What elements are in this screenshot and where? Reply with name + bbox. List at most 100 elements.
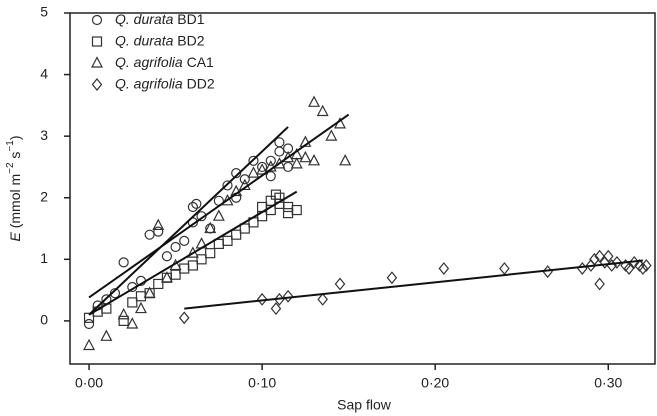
trend-line	[88, 113, 350, 299]
point	[126, 317, 139, 329]
point	[316, 104, 329, 117]
point	[170, 241, 181, 253]
legend-label: Q. agrifolia CA1	[115, 54, 214, 70]
point	[239, 223, 250, 234]
point	[187, 201, 198, 213]
point	[270, 189, 282, 200]
point	[308, 95, 321, 107]
point	[170, 269, 181, 280]
point	[499, 262, 510, 276]
y-axis-label-part: −1	[5, 140, 16, 152]
trend-line	[88, 190, 298, 316]
legend-label: Q. agrifolia DD2	[115, 75, 215, 91]
point	[118, 315, 129, 326]
point	[204, 221, 217, 234]
x-tick-label: 0·10	[248, 375, 276, 391]
point	[205, 248, 216, 259]
y-axis-label-part: s	[7, 152, 23, 163]
point	[274, 146, 285, 157]
y-tick-label: 3	[40, 127, 48, 143]
point	[161, 251, 173, 262]
point	[256, 163, 269, 175]
y-tick-label: 0	[40, 312, 48, 328]
point	[386, 271, 398, 285]
point	[118, 257, 129, 268]
point	[637, 262, 649, 276]
plot-frame	[69, 12, 656, 365]
point	[641, 259, 652, 272]
point	[265, 155, 276, 166]
point	[135, 291, 147, 302]
point	[178, 311, 190, 325]
point	[256, 292, 268, 306]
point	[134, 301, 147, 314]
point	[299, 135, 312, 147]
point	[179, 235, 190, 246]
y-axis-label-part: (mmol m	[7, 174, 23, 232]
y-axis-label: E (mmol m−2 s−1)	[5, 135, 23, 241]
point	[290, 157, 303, 169]
point	[577, 262, 588, 276]
point	[231, 168, 242, 179]
y-axis-label-part: E	[7, 232, 23, 242]
point	[91, 56, 103, 68]
x-tick-label: 0·00	[75, 375, 103, 391]
point	[611, 255, 623, 269]
point	[264, 160, 277, 172]
point	[83, 318, 95, 330]
point	[257, 161, 268, 173]
legend-label: Q. durata BD1	[115, 11, 205, 27]
point	[238, 178, 251, 191]
point	[602, 249, 614, 263]
point	[623, 262, 635, 276]
y-tick-label: 4	[40, 65, 48, 81]
x-tick-label: 0·20	[421, 375, 449, 391]
point	[282, 289, 294, 303]
point	[299, 150, 312, 163]
point	[291, 204, 302, 216]
trend-line	[184, 259, 643, 310]
point	[91, 78, 103, 91]
point	[144, 229, 155, 240]
point	[83, 338, 96, 351]
y-axis-label-part: )	[7, 135, 23, 140]
point	[247, 166, 260, 178]
y-tick-label: 1	[40, 250, 48, 266]
point	[274, 137, 285, 148]
point	[594, 277, 605, 291]
point	[282, 208, 294, 219]
x-axis-label: Sap flow	[337, 397, 392, 413]
point	[270, 302, 282, 316]
point	[282, 161, 294, 173]
point	[231, 229, 242, 240]
y-tick-label: 2	[40, 188, 48, 204]
point	[191, 198, 202, 209]
point	[91, 36, 103, 47]
point	[230, 184, 243, 197]
point	[282, 150, 295, 163]
point	[152, 218, 165, 231]
point	[196, 254, 207, 265]
point	[127, 297, 138, 308]
point	[153, 278, 164, 290]
point	[187, 260, 198, 271]
point	[221, 194, 234, 206]
point	[594, 249, 605, 263]
trend-line	[88, 126, 289, 316]
point	[282, 201, 294, 213]
point	[273, 157, 286, 169]
x-tick-label: 0·30	[594, 375, 622, 391]
point	[325, 129, 338, 141]
point	[222, 235, 233, 246]
point	[212, 209, 225, 221]
y-tick-label: 5	[40, 4, 48, 20]
point	[339, 154, 352, 166]
point	[239, 174, 250, 185]
point	[160, 271, 173, 283]
point	[83, 312, 95, 323]
point	[117, 307, 130, 320]
point	[334, 277, 346, 291]
point	[222, 180, 233, 191]
point	[179, 263, 190, 274]
